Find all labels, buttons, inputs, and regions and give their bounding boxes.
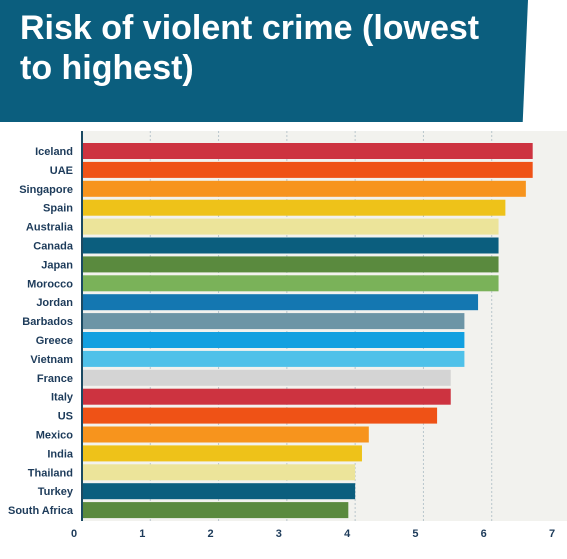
x-tick-label: 7 — [549, 528, 555, 540]
category-label: Vietnam — [30, 354, 73, 366]
category-label: Barbados — [22, 316, 73, 328]
bar-vietnam — [82, 350, 465, 367]
x-tick-label: 6 — [481, 528, 487, 540]
bar-india — [82, 445, 362, 462]
category-label: Spain — [43, 203, 73, 215]
bar-italy — [82, 388, 451, 405]
category-label: France — [37, 373, 73, 385]
category-label: Jordan — [36, 297, 73, 309]
category-label: Turkey — [38, 486, 74, 498]
bar-morocco — [82, 275, 499, 292]
category-label: Japan — [41, 259, 73, 271]
x-tick-label: 2 — [208, 528, 214, 540]
bar-singapore — [82, 180, 526, 197]
x-tick-label: 3 — [276, 528, 282, 540]
chart-title: Risk of violent crime (lowest to highest… — [20, 9, 480, 87]
bar-mexico — [82, 426, 369, 443]
bar-chart: Iceland UAE Singapore Spain Australia Canada J… — [8, 131, 567, 540]
category-label: US — [58, 411, 73, 423]
bar-france — [82, 369, 451, 386]
category-label: Mexico — [36, 430, 74, 442]
x-tick-label: 1 — [139, 528, 145, 540]
category-label: Morocco — [27, 278, 73, 290]
category-label: South Africa — [8, 505, 74, 517]
category-label: Italy — [51, 392, 74, 404]
bar-jordan — [82, 294, 479, 311]
bar-turkey — [82, 483, 356, 500]
category-label: Singapore — [19, 184, 73, 196]
category-label: Iceland — [35, 146, 73, 158]
bar-japan — [82, 256, 499, 273]
x-tick-label: 0 — [71, 528, 77, 540]
category-label: UAE — [50, 165, 73, 177]
bar-thailand — [82, 464, 356, 481]
bar-greece — [82, 332, 465, 348]
x-tick-label: 4 — [344, 528, 351, 540]
category-label: Canada — [33, 241, 74, 253]
bar-australia — [82, 218, 499, 235]
bar-us — [82, 407, 438, 424]
category-label: Greece — [36, 335, 73, 347]
bar-spain — [82, 199, 506, 216]
title-banner — [0, 0, 528, 122]
bar-canada — [82, 237, 499, 254]
category-label: Australia — [26, 222, 74, 234]
chart-area: Iceland UAE Singapore Spain Australia Canada J… — [0, 131, 567, 559]
category-label: Thailand — [28, 467, 73, 479]
bar-barbados — [82, 313, 465, 330]
bar-south-africa — [82, 502, 349, 519]
bar-uae — [82, 161, 533, 178]
x-tick-label: 5 — [412, 528, 418, 540]
bar-iceland — [82, 143, 533, 159]
category-label: India — [47, 448, 74, 460]
